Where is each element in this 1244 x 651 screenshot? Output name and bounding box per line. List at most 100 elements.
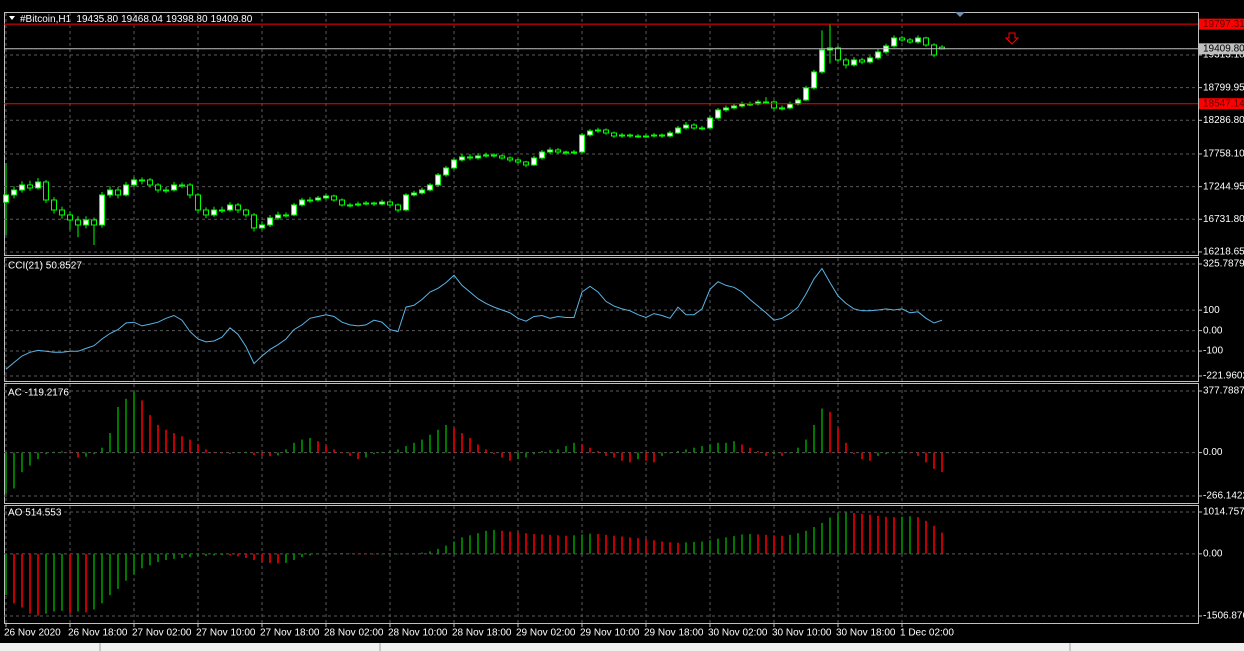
histogram-bar <box>245 553 247 558</box>
histogram-bar <box>797 447 799 453</box>
histogram-bar <box>237 553 239 557</box>
shift-marker[interactable] <box>955 12 965 17</box>
histogram-bar <box>613 452 615 458</box>
histogram-bar <box>909 516 911 554</box>
indicator-title: AC -119.2176 <box>8 388 69 399</box>
chart-header: #Bitcoin,H1 19435.80 19468.04 19398.80 19409… <box>20 14 253 25</box>
histogram-bar <box>437 429 439 453</box>
y-tick-label: 18799.95 <box>1203 82 1244 93</box>
histogram-bar <box>365 452 367 458</box>
candle-body <box>19 184 25 191</box>
histogram-bar <box>917 517 919 554</box>
histogram-bar <box>517 452 519 460</box>
histogram-bar <box>477 533 479 554</box>
candle-body <box>323 195 329 199</box>
histogram-bar <box>853 513 855 554</box>
histogram-bar <box>5 553 7 596</box>
histogram-bar <box>133 553 135 575</box>
histogram-bar <box>101 553 103 604</box>
histogram-bar <box>509 531 511 554</box>
histogram-bar <box>61 451 63 453</box>
histogram-bar <box>109 553 111 596</box>
candle-body <box>91 219 97 226</box>
menu-arrow[interactable] <box>9 16 15 20</box>
candle-body <box>699 127 705 130</box>
histogram-bar <box>741 534 743 554</box>
candle-body <box>147 179 153 186</box>
x-tick-label: 28 Nov 02:00 <box>324 628 384 639</box>
cci-panel <box>4 257 1199 382</box>
histogram-bar <box>245 451 247 453</box>
histogram-bar <box>533 452 535 455</box>
y-tick-label: 16731.80 <box>1203 214 1244 225</box>
cci-line <box>5 267 943 370</box>
level-label-box <box>1199 98 1244 110</box>
histogram-bar <box>405 553 407 555</box>
histogram-bar <box>645 452 647 461</box>
x-tick-label: 29 Nov 02:00 <box>516 628 576 639</box>
histogram-bar <box>765 452 767 456</box>
histogram-bar <box>869 452 871 461</box>
histogram-bar <box>853 452 855 455</box>
histogram-bar <box>269 452 271 457</box>
histogram-bar <box>685 542 687 554</box>
y-tick-label: 1014.757 <box>1203 507 1244 518</box>
histogram-bar <box>781 535 783 554</box>
candle-body <box>707 117 713 129</box>
histogram-bar <box>573 535 575 554</box>
histogram-bar <box>725 442 727 453</box>
histogram-bar <box>885 516 887 554</box>
candle-body <box>275 214 281 219</box>
candle-body <box>731 105 737 109</box>
histogram-bar <box>677 450 679 453</box>
header-high: 19468.04 <box>121 14 163 25</box>
histogram-bar <box>941 452 943 473</box>
histogram-bar <box>357 452 359 460</box>
histogram-bar <box>501 530 503 554</box>
histogram-bar <box>909 452 911 454</box>
histogram-bar <box>205 553 207 556</box>
histogram-bar <box>381 553 383 555</box>
y-tick-label: -221.9602 <box>1203 371 1244 382</box>
histogram-bar <box>845 442 847 453</box>
candle-body <box>251 214 257 229</box>
candle-body <box>859 59 865 63</box>
histogram-bar <box>517 532 519 554</box>
histogram-bar <box>21 553 23 608</box>
header-open: 19435.80 <box>76 14 118 25</box>
histogram-bar <box>261 553 263 563</box>
x-tick-label: 30 Nov 10:00 <box>772 628 832 639</box>
histogram-bar <box>197 444 199 453</box>
histogram-bar <box>485 530 487 554</box>
histogram-bar <box>341 553 343 554</box>
histogram-bar <box>61 553 63 611</box>
histogram-bar <box>661 452 663 456</box>
candle-body <box>179 184 185 187</box>
histogram-bar <box>493 529 495 554</box>
header-low: 19398.80 <box>166 14 208 25</box>
histogram-bar <box>781 452 783 456</box>
candle-body <box>539 151 545 159</box>
candle-body <box>923 37 929 46</box>
histogram-bar <box>469 535 471 554</box>
candle-body <box>387 201 393 206</box>
histogram-bar <box>357 553 359 555</box>
histogram-bar <box>117 406 119 453</box>
candle-body <box>787 103 793 109</box>
histogram-bar <box>845 512 847 554</box>
histogram-bar <box>389 553 391 555</box>
y-tick-label: 100 <box>1203 305 1220 316</box>
histogram-bar <box>237 452 239 453</box>
candle-body <box>491 154 497 157</box>
candle-body <box>315 197 321 201</box>
histogram-bar <box>605 534 607 554</box>
histogram-bar <box>693 541 695 554</box>
histogram-bar <box>5 452 7 494</box>
candle-body <box>171 184 177 191</box>
histogram-bar <box>693 447 695 453</box>
histogram-bar <box>805 530 807 554</box>
histogram-bar <box>45 452 47 455</box>
candle-body <box>339 199 345 206</box>
histogram-bar <box>797 533 799 554</box>
histogram-bar <box>341 452 343 454</box>
